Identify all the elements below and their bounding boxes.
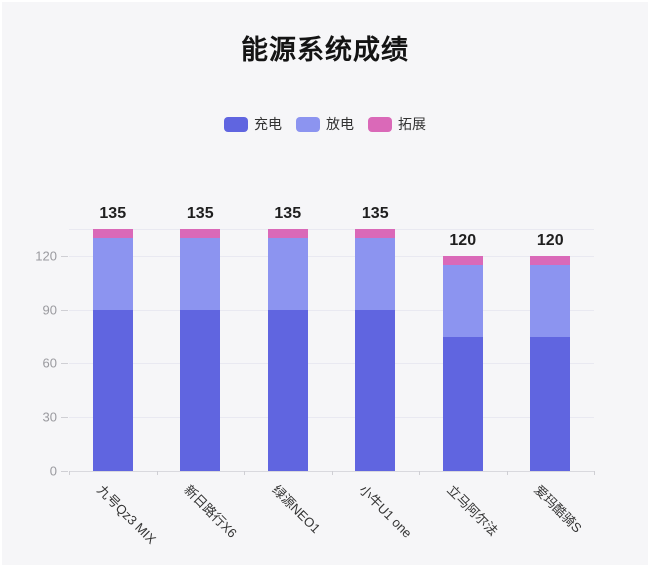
legend-item-discharge[interactable]: 放电 — [296, 114, 354, 134]
y-tick-mark — [61, 417, 68, 419]
gridline-135 — [69, 229, 594, 230]
bar-segment-charge[interactable] — [180, 309, 221, 471]
bar-total-label: 135 — [186, 205, 214, 222]
bar-segment-expand[interactable] — [180, 229, 221, 238]
legend-label: 充电 — [254, 116, 282, 132]
bar-segment-charge[interactable] — [355, 309, 396, 471]
bar-6[interactable] — [530, 255, 571, 471]
legend-swatch-charge — [224, 116, 248, 132]
bar-total-label: 120 — [449, 231, 477, 249]
bar-segment-expand[interactable] — [267, 229, 308, 238]
y-tick-label-60: 60 — [42, 355, 57, 371]
legend-swatch-expand — [368, 116, 392, 132]
y-tick-label-90: 90 — [42, 302, 57, 318]
bar-total-label: 135 — [361, 205, 389, 222]
bar-total-label: 135 — [99, 205, 127, 222]
gridline-30 — [69, 417, 594, 419]
y-tick-mark — [61, 309, 68, 311]
x-axis-label-2: 新日路行X6 — [181, 482, 241, 541]
bar-segment-discharge[interactable] — [530, 264, 571, 337]
x-tick-mark — [69, 471, 70, 475]
gridline-90 — [69, 309, 594, 311]
bar-segment-expand[interactable] — [530, 255, 571, 265]
bar-segment-expand[interactable] — [92, 229, 133, 238]
x-axis-label-3: 绿源NEO1 — [269, 482, 324, 537]
x-axis-label-5: 立马阿尔法 — [444, 482, 501, 539]
y-tick-label-30: 30 — [42, 409, 57, 425]
bar-segment-discharge[interactable] — [92, 237, 133, 310]
gridline-60 — [69, 363, 594, 365]
bar-1[interactable] — [92, 229, 133, 471]
bar-segment-charge[interactable] — [267, 309, 308, 471]
legend: 充电 放电 拓展 — [2, 114, 648, 134]
x-tick-mark — [244, 471, 245, 475]
x-tick-mark — [331, 471, 333, 475]
bar-5[interactable] — [442, 255, 483, 471]
bar-segment-charge[interactable] — [92, 309, 133, 471]
gridline-120 — [69, 255, 594, 257]
legend-item-expand[interactable]: 拓展 — [368, 114, 426, 134]
bar-3[interactable] — [267, 229, 308, 471]
chart-title: 能源系统成绩 — [241, 35, 409, 65]
bar-segment-discharge[interactable] — [180, 237, 221, 310]
legend-swatch-discharge — [296, 116, 320, 132]
legend-label: 拓展 — [398, 116, 426, 132]
y-tick-label-120: 120 — [35, 248, 57, 264]
bar-total-label: 135 — [274, 205, 302, 222]
bar-segment-charge[interactable] — [530, 336, 571, 471]
bar-2[interactable] — [180, 229, 221, 471]
x-tick-mark — [594, 471, 595, 475]
y-tick-mark — [61, 471, 68, 472]
x-tick-mark — [156, 471, 158, 475]
bar-4[interactable] — [355, 229, 396, 471]
y-tick-mark — [61, 255, 68, 257]
legend-item-charge[interactable]: 充电 — [224, 114, 282, 134]
x-axis-label-1: 九号Qz3 MIX — [94, 482, 159, 547]
y-tick-mark — [61, 363, 68, 365]
x-tick-mark — [419, 471, 420, 475]
plot-area — [69, 229, 594, 472]
bar-segment-discharge[interactable] — [267, 237, 308, 310]
bar-segment-charge[interactable] — [442, 336, 483, 471]
bar-total-label: 120 — [536, 231, 564, 249]
x-axis-label-6: 爱玛酷骑S — [531, 482, 586, 536]
bar-segment-expand[interactable] — [355, 229, 396, 238]
y-tick-label-0: 0 — [49, 463, 57, 479]
bar-segment-expand[interactable] — [442, 255, 483, 265]
bar-segment-discharge[interactable] — [355, 237, 396, 310]
x-axis-label-4: 小牛U1 one — [356, 482, 416, 541]
x-tick-mark — [506, 471, 508, 475]
bar-segment-discharge[interactable] — [442, 264, 483, 337]
legend-label: 放电 — [326, 116, 354, 132]
